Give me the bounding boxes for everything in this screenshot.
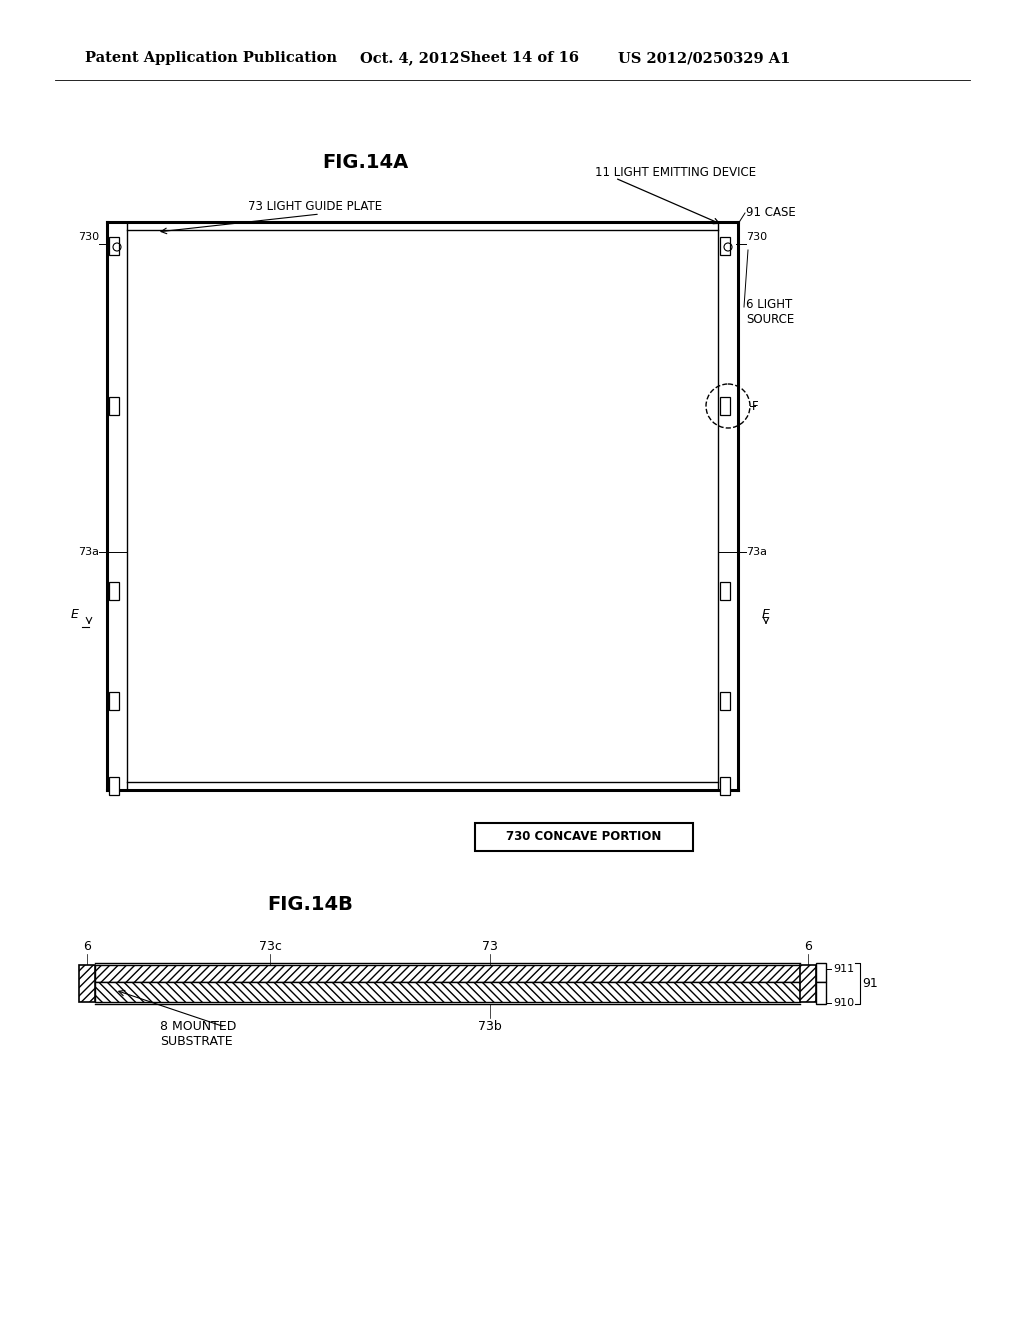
Text: US 2012/0250329 A1: US 2012/0250329 A1 [618, 51, 791, 65]
Text: Sheet 14 of 16: Sheet 14 of 16 [460, 51, 579, 65]
Text: 6 LIGHT
SOURCE: 6 LIGHT SOURCE [746, 298, 795, 326]
Text: 11 LIGHT EMITTING DEVICE: 11 LIGHT EMITTING DEVICE [595, 165, 756, 178]
Text: Oct. 4, 2012: Oct. 4, 2012 [360, 51, 460, 65]
Text: E: E [762, 607, 770, 620]
Bar [720, 777, 730, 795]
Text: 73a: 73a [746, 546, 767, 557]
Text: 911: 911 [833, 964, 854, 974]
Bar [816, 964, 826, 982]
Text: Patent Application Publication: Patent Application Publication [85, 51, 337, 65]
Text: E: E [71, 607, 79, 620]
Bar [475, 822, 693, 851]
Text: 910: 910 [833, 998, 854, 1008]
Bar [800, 965, 816, 1002]
Bar [109, 238, 119, 255]
Text: FIG.14A: FIG.14A [322, 153, 409, 173]
Text: 73b: 73b [478, 1020, 502, 1034]
Text: 6: 6 [804, 940, 812, 953]
Bar [109, 582, 119, 601]
Bar [109, 397, 119, 414]
Text: FIG.14B: FIG.14B [267, 895, 353, 915]
Text: 73 LIGHT GUIDE PLATE: 73 LIGHT GUIDE PLATE [248, 201, 382, 214]
Text: 91: 91 [862, 977, 878, 990]
Text: 8 MOUNTED
SUBSTRATE: 8 MOUNTED SUBSTRATE [160, 1020, 237, 1048]
Text: 73a: 73a [78, 546, 99, 557]
Text: 73c: 73c [259, 940, 282, 953]
Text: 730: 730 [746, 232, 767, 242]
Bar [95, 965, 800, 982]
Text: 6: 6 [83, 940, 91, 953]
Text: 730: 730 [78, 232, 99, 242]
Bar [720, 397, 730, 414]
Bar [720, 692, 730, 710]
Bar [79, 965, 95, 1002]
Bar [109, 692, 119, 710]
Text: F: F [752, 400, 759, 412]
Text: 91 CASE: 91 CASE [746, 206, 796, 219]
Bar [720, 238, 730, 255]
Bar [816, 982, 826, 1005]
Text: 730 CONCAVE PORTION: 730 CONCAVE PORTION [506, 830, 662, 843]
Bar [109, 777, 119, 795]
Bar [720, 582, 730, 601]
Bar [95, 982, 800, 1002]
Text: 73: 73 [482, 940, 498, 953]
